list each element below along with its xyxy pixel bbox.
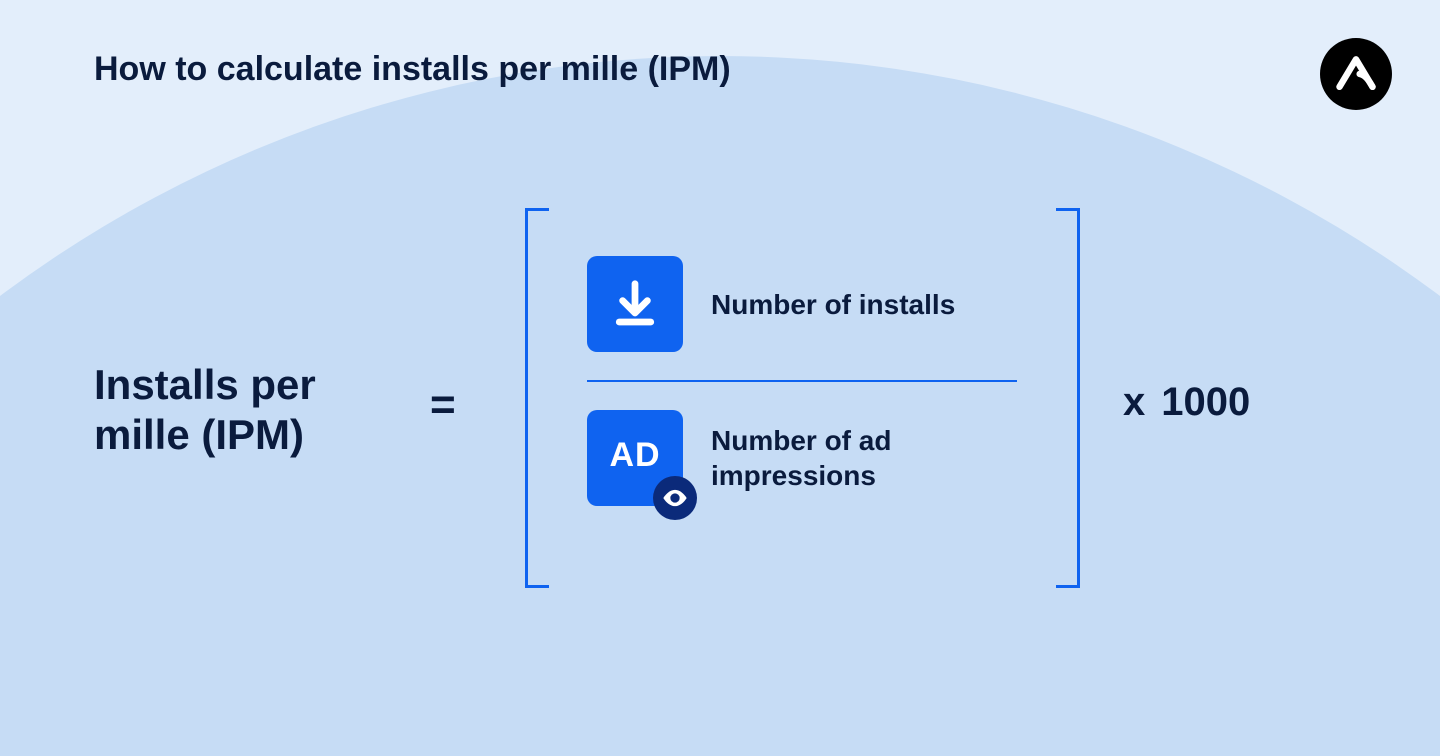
formula-container: Installs per mille (IPM) = Number of ins…: [0, 200, 1440, 600]
multiply-symbol: x: [1123, 380, 1145, 425]
numerator-label: Number of installs: [711, 287, 955, 322]
page-title: How to calculate installs per mille (IPM…: [94, 50, 731, 89]
left-bracket: [525, 208, 549, 588]
infographic-canvas: How to calculate installs per mille (IPM…: [0, 0, 1440, 756]
brand-logo-icon: [1334, 52, 1378, 96]
bracket-group: Number of installs AD Nu: [525, 208, 1080, 588]
download-icon-box: [587, 256, 683, 352]
equals-sign: =: [430, 380, 456, 430]
ad-icon-box: AD: [587, 410, 683, 506]
eye-icon: [661, 484, 689, 512]
multiplier-value: 1000: [1161, 380, 1250, 425]
denominator-label: Number of ad impressions: [711, 423, 891, 493]
download-icon: [608, 277, 662, 331]
multiplier-group: x 1000: [1123, 380, 1250, 425]
lhs-line1: Installs per: [94, 360, 316, 410]
formula-lhs: Installs per mille (IPM): [94, 360, 316, 461]
denominator-line2: impressions: [711, 458, 891, 493]
ad-icon-text: AD: [609, 436, 660, 475]
denominator-row: AD Number of ad impressions: [587, 382, 1017, 534]
eye-badge: [653, 476, 697, 520]
denominator-line1: Number of ad: [711, 423, 891, 458]
brand-logo: [1320, 38, 1392, 110]
right-bracket: [1056, 208, 1080, 588]
numerator-row: Number of installs: [587, 228, 1017, 380]
fraction: Number of installs AD Nu: [587, 228, 1017, 534]
lhs-line2: mille (IPM): [94, 410, 316, 460]
